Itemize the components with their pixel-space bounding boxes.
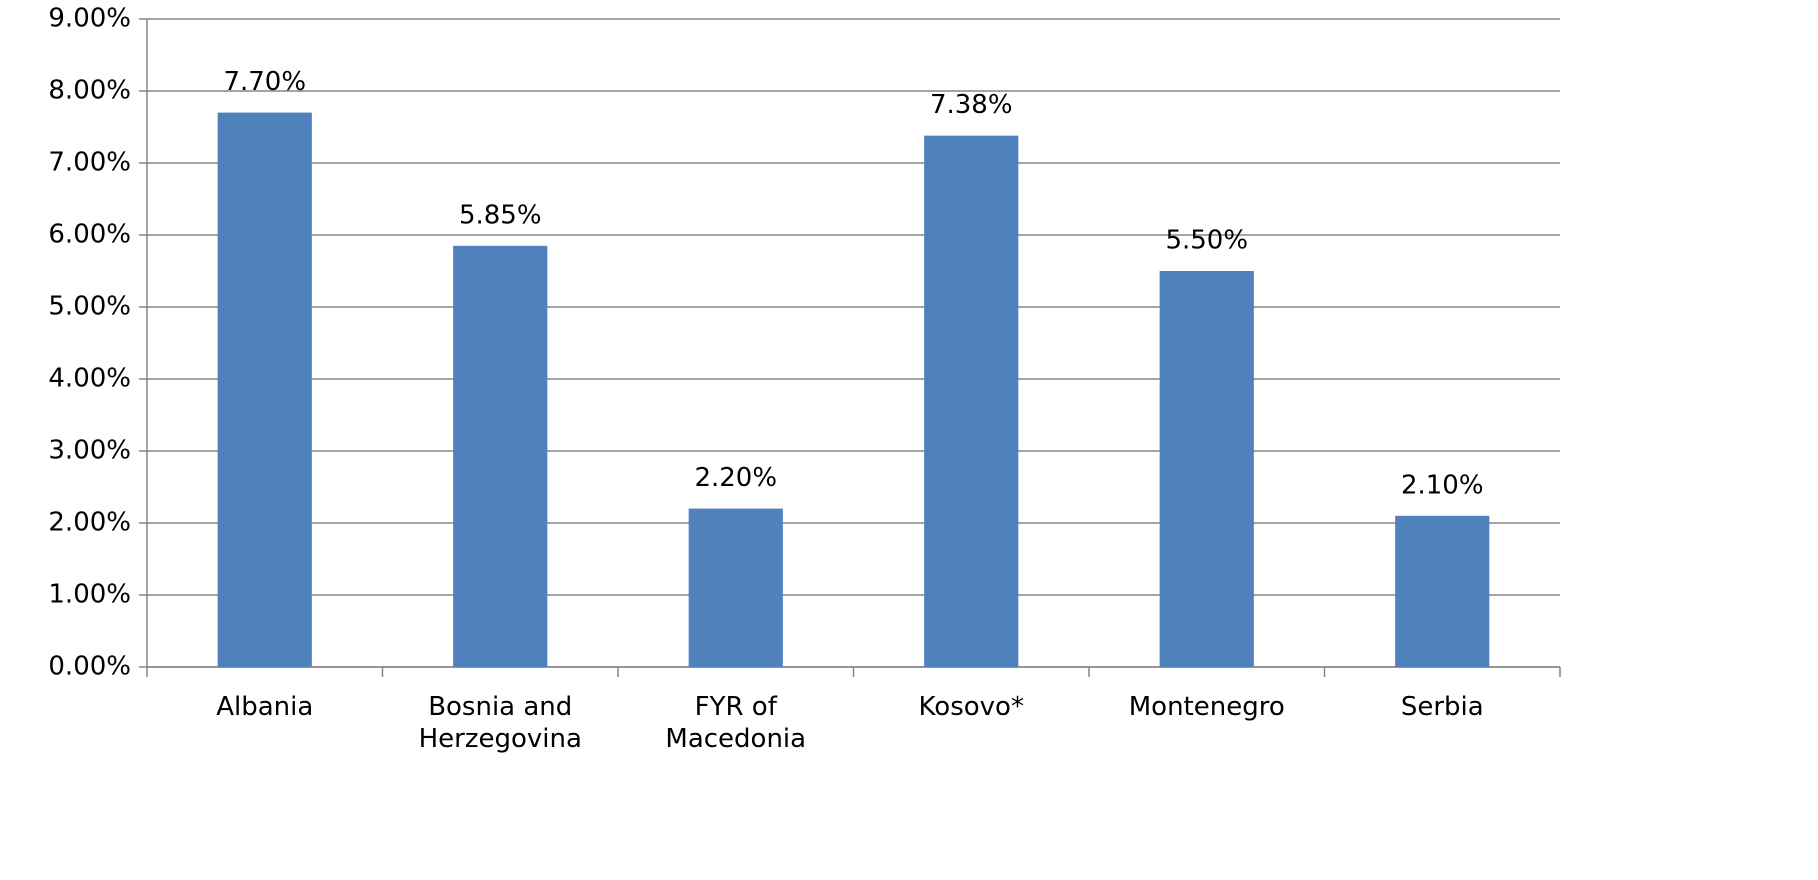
value-label: 7.70% xyxy=(223,67,306,97)
y-tick-label: 5.00% xyxy=(48,292,131,322)
y-tick-label: 2.00% xyxy=(48,508,131,538)
value-label: 2.10% xyxy=(1401,470,1484,500)
x-tick-label: Albania xyxy=(216,692,314,722)
value-label: 7.38% xyxy=(930,90,1013,120)
y-tick-label: 8.00% xyxy=(48,76,131,106)
value-label: 5.85% xyxy=(459,200,542,230)
y-tick-label: 4.00% xyxy=(48,364,131,394)
bar xyxy=(1159,271,1254,667)
y-tick-label: 9.00% xyxy=(48,4,131,34)
y-tick-label: 3.00% xyxy=(48,436,131,466)
y-tick-label: 1.00% xyxy=(48,580,131,610)
bar xyxy=(688,508,783,667)
x-tick-label: Montenegro xyxy=(1128,692,1285,722)
bar xyxy=(1395,515,1490,667)
value-label: 2.20% xyxy=(694,463,777,493)
x-tick-label: Serbia xyxy=(1400,692,1484,722)
y-tick-label: 7.00% xyxy=(48,148,131,178)
bar xyxy=(924,135,1019,667)
x-tick-label: Kosovo* xyxy=(918,692,1024,722)
x-tick-label: FYR of Macedonia xyxy=(665,692,807,754)
bar xyxy=(217,112,312,668)
bar xyxy=(453,245,548,668)
value-label: 5.50% xyxy=(1165,226,1248,256)
y-tick-label: 0.00% xyxy=(48,652,131,682)
y-tick-label: 6.00% xyxy=(48,220,131,250)
x-tick-label: Bosnia and Herzegovina xyxy=(418,692,582,754)
